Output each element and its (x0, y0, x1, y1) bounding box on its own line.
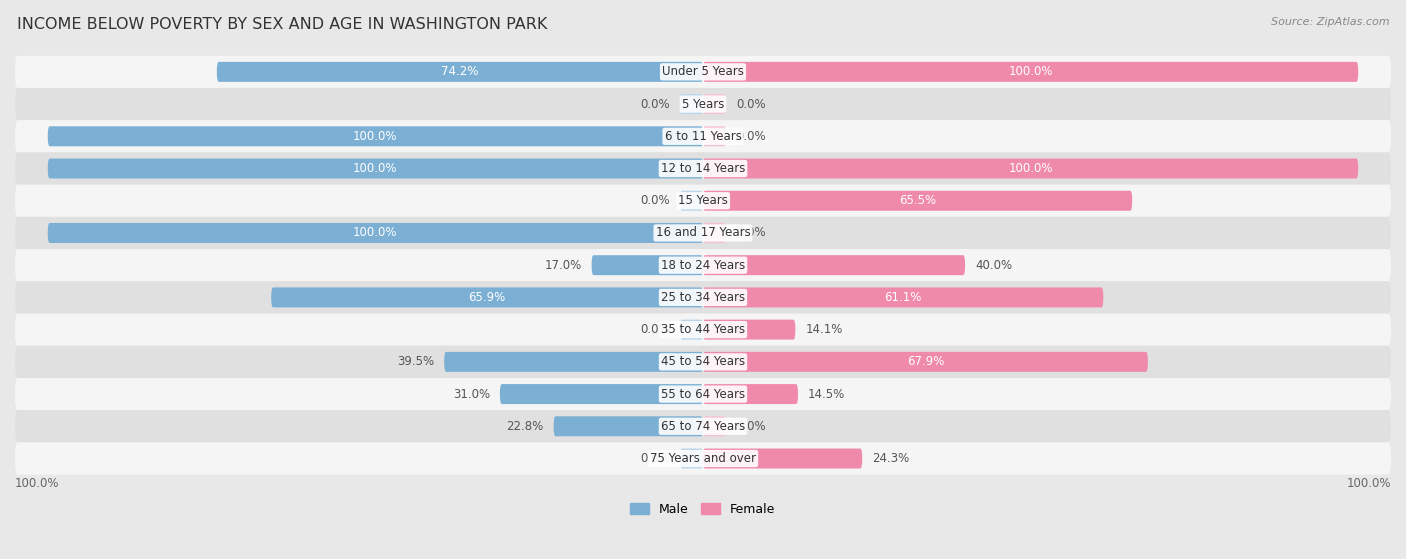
Text: 31.0%: 31.0% (453, 387, 491, 401)
FancyBboxPatch shape (15, 88, 1391, 120)
FancyBboxPatch shape (15, 120, 1391, 153)
Text: 0.0%: 0.0% (641, 98, 671, 111)
Text: INCOME BELOW POVERTY BY SEX AND AGE IN WASHINGTON PARK: INCOME BELOW POVERTY BY SEX AND AGE IN W… (17, 17, 547, 32)
FancyBboxPatch shape (703, 94, 725, 114)
Text: 75 Years and over: 75 Years and over (650, 452, 756, 465)
FancyBboxPatch shape (48, 126, 703, 146)
Text: 0.0%: 0.0% (641, 452, 671, 465)
Text: 65.9%: 65.9% (468, 291, 506, 304)
Legend: Male, Female: Male, Female (626, 498, 780, 520)
Text: 55 to 64 Years: 55 to 64 Years (661, 387, 745, 401)
Text: 0.0%: 0.0% (641, 194, 671, 207)
FancyBboxPatch shape (15, 378, 1391, 410)
Text: 0.0%: 0.0% (735, 98, 765, 111)
Text: 100.0%: 100.0% (1008, 65, 1053, 78)
FancyBboxPatch shape (703, 191, 1132, 211)
Text: 45 to 54 Years: 45 to 54 Years (661, 356, 745, 368)
FancyBboxPatch shape (15, 314, 1391, 345)
Text: 5 Years: 5 Years (682, 98, 724, 111)
FancyBboxPatch shape (15, 345, 1391, 378)
FancyBboxPatch shape (592, 255, 703, 275)
FancyBboxPatch shape (15, 281, 1391, 314)
FancyBboxPatch shape (15, 249, 1391, 281)
Text: 40.0%: 40.0% (974, 259, 1012, 272)
Text: 100.0%: 100.0% (353, 130, 398, 143)
FancyBboxPatch shape (681, 191, 703, 211)
FancyBboxPatch shape (681, 94, 703, 114)
FancyBboxPatch shape (703, 287, 1104, 307)
FancyBboxPatch shape (703, 352, 1147, 372)
Text: 67.9%: 67.9% (907, 356, 945, 368)
FancyBboxPatch shape (703, 62, 1358, 82)
Text: 100.0%: 100.0% (1347, 477, 1391, 490)
FancyBboxPatch shape (15, 56, 1391, 88)
FancyBboxPatch shape (703, 126, 725, 146)
Text: 100.0%: 100.0% (353, 226, 398, 239)
Text: 39.5%: 39.5% (398, 356, 434, 368)
Text: 0.0%: 0.0% (641, 323, 671, 336)
Text: Under 5 Years: Under 5 Years (662, 65, 744, 78)
Text: 0.0%: 0.0% (735, 420, 765, 433)
Text: 65 to 74 Years: 65 to 74 Years (661, 420, 745, 433)
Text: 15 Years: 15 Years (678, 194, 728, 207)
Text: 61.1%: 61.1% (884, 291, 922, 304)
FancyBboxPatch shape (48, 159, 703, 178)
FancyBboxPatch shape (703, 448, 862, 468)
Text: 35 to 44 Years: 35 to 44 Years (661, 323, 745, 336)
Text: 14.1%: 14.1% (806, 323, 842, 336)
Text: 65.5%: 65.5% (898, 194, 936, 207)
Text: 17.0%: 17.0% (544, 259, 582, 272)
FancyBboxPatch shape (15, 217, 1391, 249)
Text: 14.5%: 14.5% (808, 387, 845, 401)
Text: 100.0%: 100.0% (1008, 162, 1053, 175)
FancyBboxPatch shape (501, 384, 703, 404)
Text: 0.0%: 0.0% (735, 226, 765, 239)
FancyBboxPatch shape (681, 320, 703, 340)
FancyBboxPatch shape (15, 153, 1391, 184)
FancyBboxPatch shape (48, 223, 703, 243)
FancyBboxPatch shape (703, 320, 796, 340)
Text: 16 and 17 Years: 16 and 17 Years (655, 226, 751, 239)
Text: 18 to 24 Years: 18 to 24 Years (661, 259, 745, 272)
FancyBboxPatch shape (217, 62, 703, 82)
Text: Source: ZipAtlas.com: Source: ZipAtlas.com (1271, 17, 1389, 27)
Text: 25 to 34 Years: 25 to 34 Years (661, 291, 745, 304)
Text: 6 to 11 Years: 6 to 11 Years (665, 130, 741, 143)
Text: 22.8%: 22.8% (506, 420, 544, 433)
FancyBboxPatch shape (703, 159, 1358, 178)
FancyBboxPatch shape (703, 384, 799, 404)
FancyBboxPatch shape (703, 416, 725, 436)
Text: 74.2%: 74.2% (441, 65, 478, 78)
FancyBboxPatch shape (703, 255, 965, 275)
FancyBboxPatch shape (15, 442, 1391, 475)
FancyBboxPatch shape (554, 416, 703, 436)
Text: 100.0%: 100.0% (15, 477, 59, 490)
FancyBboxPatch shape (444, 352, 703, 372)
FancyBboxPatch shape (15, 410, 1391, 442)
FancyBboxPatch shape (271, 287, 703, 307)
FancyBboxPatch shape (703, 223, 725, 243)
FancyBboxPatch shape (681, 448, 703, 468)
Text: 100.0%: 100.0% (353, 162, 398, 175)
FancyBboxPatch shape (15, 184, 1391, 217)
Text: 12 to 14 Years: 12 to 14 Years (661, 162, 745, 175)
Text: 24.3%: 24.3% (872, 452, 910, 465)
Text: 0.0%: 0.0% (735, 130, 765, 143)
